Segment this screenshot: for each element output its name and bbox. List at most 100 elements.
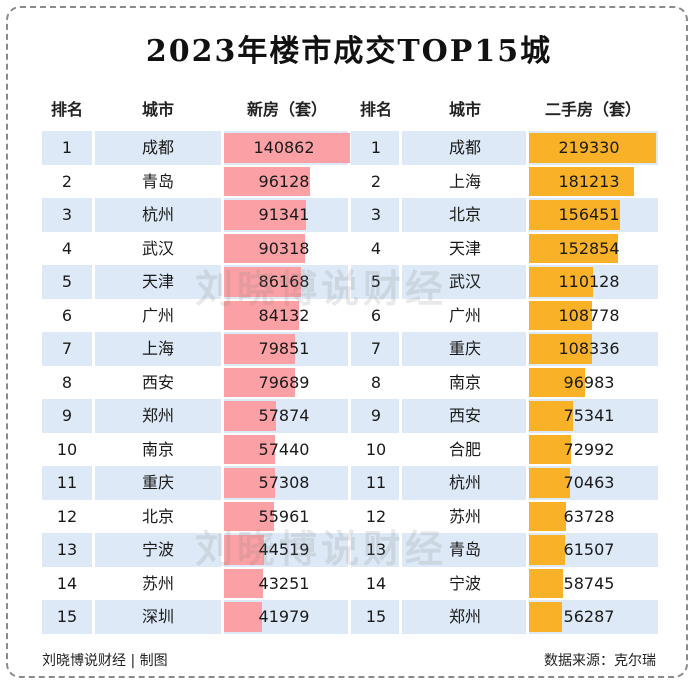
column-separator [348, 265, 351, 299]
column-separator [221, 566, 224, 600]
column-separator [526, 332, 529, 366]
column-separator [526, 298, 529, 332]
new-house-value: 79851 [258, 339, 310, 358]
new-house-value: 86168 [258, 272, 310, 291]
footer-credit: 刘晓博说财经 | 制图 [42, 653, 168, 669]
new-house-bar [224, 535, 264, 565]
city-left: 西安 [141, 372, 174, 392]
rank-left: 12 [56, 506, 78, 526]
column-separator [399, 533, 402, 567]
new-house-bar [224, 133, 350, 163]
rank-left: 10 [56, 439, 78, 459]
city-left: 青岛 [141, 171, 174, 191]
second-hand-bar [529, 200, 620, 230]
second-hand-bar [529, 501, 566, 531]
new-house-value: 55961 [258, 506, 310, 526]
new-house-value: 140862 [253, 138, 315, 157]
dashed-frame [6, 6, 688, 678]
column-separator [399, 399, 402, 433]
column-separator [221, 332, 224, 366]
column-separator [92, 231, 95, 265]
city-left: 北京 [141, 506, 174, 526]
rank-left: 6 [61, 305, 73, 325]
column-separator [221, 533, 224, 567]
second-hand-bar [529, 367, 586, 397]
new-house-value: 96128 [258, 171, 310, 191]
column-separator [399, 231, 402, 265]
column-separator [526, 164, 529, 198]
table-row: 13 宁波 44519 13 青岛 61507 [42, 533, 658, 567]
new-house-bar [224, 166, 310, 196]
column-separator [399, 499, 402, 533]
column-separator [348, 399, 351, 433]
new-house-bar [224, 200, 306, 230]
rank-right: 13 [365, 540, 387, 559]
city-right: 合肥 [448, 439, 481, 459]
column-separator [526, 600, 529, 634]
column-separator [92, 399, 95, 433]
rank-right: 5 [370, 272, 382, 291]
column-separator [348, 231, 351, 265]
new-house-value: 43251 [258, 573, 310, 593]
city-left: 苏州 [141, 573, 174, 593]
second-hand-value: 219330 [558, 138, 620, 157]
column-separator [399, 198, 402, 232]
column-separator [92, 432, 95, 466]
city-right: 武汉 [448, 272, 481, 291]
second-hand-value: 72992 [563, 439, 615, 459]
new-house-bar [224, 501, 275, 531]
rank-left: 13 [56, 540, 78, 559]
new-house-bar [224, 267, 302, 297]
rank-left: 4 [61, 238, 73, 258]
second-hand-value: 75341 [563, 406, 615, 425]
column-separator [526, 399, 529, 433]
new-house-bar [224, 568, 263, 598]
second-hand-bar [529, 233, 618, 263]
new-house-value: 44519 [258, 540, 310, 559]
second-hand-bar [529, 166, 634, 196]
city-left: 重庆 [141, 473, 174, 492]
column-separator [221, 265, 224, 299]
column-separator [92, 332, 95, 366]
rank-right: 7 [370, 339, 382, 358]
column-separator [348, 164, 351, 198]
second-hand-value: 56287 [563, 607, 615, 626]
column-separator [221, 131, 224, 165]
second-hand-bar [529, 568, 563, 598]
city-left: 深圳 [141, 607, 174, 626]
rank-left: 3 [61, 205, 73, 224]
column-separator [399, 164, 402, 198]
column-separator [348, 198, 351, 232]
rank-left: 1 [61, 138, 73, 157]
table-row: 2 青岛 96128 2 上海 181213 [42, 164, 658, 198]
header-second-hand: 二手房（套） [544, 100, 641, 119]
table-row: 3 杭州 91341 3 北京 156451 [42, 198, 658, 232]
rank-left: 8 [61, 372, 73, 392]
column-separator [399, 365, 402, 399]
column-separator [399, 566, 402, 600]
second-hand-bar [529, 535, 565, 565]
column-separator [92, 298, 95, 332]
new-house-bar [224, 434, 276, 464]
new-house-value: 41979 [258, 607, 310, 626]
rank-right: 12 [365, 506, 387, 526]
column-separator [221, 298, 224, 332]
city-right: 宁波 [448, 573, 481, 593]
column-separator [348, 298, 351, 332]
column-separator [399, 265, 402, 299]
column-separator [221, 432, 224, 466]
column-separator [526, 198, 529, 232]
new-house-bar [224, 334, 296, 364]
rank-right: 8 [370, 372, 382, 392]
rank-left: 5 [61, 272, 73, 291]
header-city-right: 城市 [448, 100, 481, 119]
second-hand-bar [529, 401, 573, 431]
ranking-table: 1 成都 140862 1 成都 219330 2 青岛 96128 2 上海 181213 3 杭州 91… [42, 131, 658, 634]
column-separator [348, 365, 351, 399]
new-house-bar [224, 367, 296, 397]
rank-right: 14 [365, 573, 387, 593]
column-separator [92, 600, 95, 634]
rank-right: 6 [370, 305, 382, 325]
second-hand-value: 58745 [563, 573, 615, 593]
header-city-left: 城市 [141, 100, 174, 119]
